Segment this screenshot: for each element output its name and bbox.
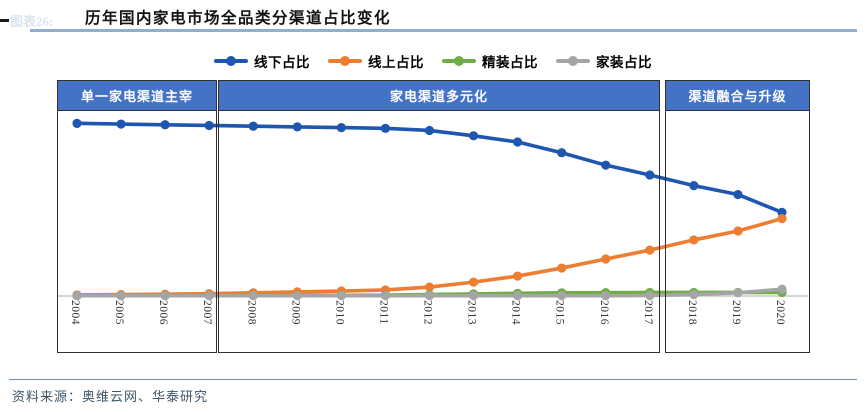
data-point <box>380 291 391 301</box>
data-point <box>336 123 346 133</box>
legend-line-dot-icon <box>556 56 590 66</box>
legend-item-1: 线上占比 <box>328 51 424 71</box>
x-tick-label: 2012 <box>421 300 434 325</box>
data-point <box>777 213 787 224</box>
x-tick-label: 2017 <box>641 300 654 325</box>
x-tick-label: 2016 <box>597 300 610 325</box>
x-tick-label: 2020 <box>774 300 786 325</box>
x-tick-label: 2008 <box>245 300 258 325</box>
data-point <box>733 189 743 200</box>
data-point <box>468 131 479 141</box>
data-point <box>513 291 523 301</box>
data-point <box>557 148 567 158</box>
source-note: 资料来源：奥维云网、华泰研究 <box>12 389 209 404</box>
data-point <box>424 291 435 301</box>
data-point <box>468 277 479 287</box>
data-point <box>160 291 170 301</box>
legend-item-2: 精装占比 <box>442 51 538 71</box>
x-tick-label: 2014 <box>509 300 522 325</box>
data-point <box>380 123 391 133</box>
legend-item-0: 线下占比 <box>214 51 310 71</box>
x-tick-label: 2004 <box>69 300 81 325</box>
footer-rule <box>9 379 857 380</box>
x-tick-label: 2018 <box>685 300 698 325</box>
data-point <box>116 119 126 129</box>
legend-line-dot-icon <box>214 56 248 66</box>
x-tick-label: 2009 <box>289 300 302 325</box>
x-tick-label: 2011 <box>377 300 390 325</box>
data-point <box>204 120 214 131</box>
x-tick-label: 2007 <box>201 300 214 325</box>
data-point <box>513 137 523 147</box>
data-point <box>733 288 743 298</box>
legend-label: 家装占比 <box>596 55 652 70</box>
data-point <box>248 121 258 131</box>
data-point <box>601 254 611 264</box>
x-tick-label: 2013 <box>465 300 478 325</box>
data-point <box>292 291 302 301</box>
chart-area: 单一家电渠道主宰 家电渠道多元化 渠道融合与升级 2004 2005 2006 2007 20… <box>57 80 810 355</box>
plot-svg <box>57 118 808 301</box>
data-point <box>777 284 787 294</box>
legend-label: 线上占比 <box>368 55 424 70</box>
data-point <box>72 291 82 301</box>
chart-legend: 线下占比 线上占比 精装占比 家装占比 <box>0 51 866 71</box>
x-tick-label: 2006 <box>157 300 170 325</box>
data-point <box>689 235 699 245</box>
data-point <box>248 291 258 301</box>
legend-line-dot-icon <box>442 56 476 66</box>
data-point <box>204 291 214 301</box>
legend-label: 精装占比 <box>482 55 538 70</box>
data-point <box>116 291 126 301</box>
x-tick-label: 2005 <box>113 300 126 325</box>
data-point <box>601 291 611 301</box>
data-point <box>689 181 699 191</box>
legend-line-dot-icon <box>328 56 362 66</box>
data-point <box>557 291 567 301</box>
title-underline <box>30 29 857 32</box>
chart-title: 历年国内家电市场全品类分渠道占比变化 <box>85 10 392 27</box>
data-point <box>513 271 523 281</box>
data-point <box>424 125 435 136</box>
data-point <box>733 226 743 236</box>
data-point <box>424 282 435 292</box>
data-point <box>601 160 611 170</box>
x-tick-label: 2010 <box>333 300 346 325</box>
data-point <box>292 122 302 132</box>
data-point <box>468 291 479 301</box>
legend-label: 线下占比 <box>254 55 310 70</box>
series-line-0 <box>75 121 784 215</box>
data-point <box>336 291 346 301</box>
data-point <box>645 290 655 301</box>
data-point <box>689 289 699 300</box>
data-point <box>557 263 567 273</box>
data-point <box>645 170 655 180</box>
legend-item-3: 家装占比 <box>556 51 652 71</box>
data-point <box>72 118 82 128</box>
margin-dash <box>0 19 9 22</box>
figure-number-watermark: 图表26: <box>10 14 54 29</box>
data-point <box>645 245 655 255</box>
x-tick-label: 2015 <box>553 300 566 325</box>
x-tick-label: 2019 <box>729 300 742 325</box>
data-point <box>160 120 170 130</box>
